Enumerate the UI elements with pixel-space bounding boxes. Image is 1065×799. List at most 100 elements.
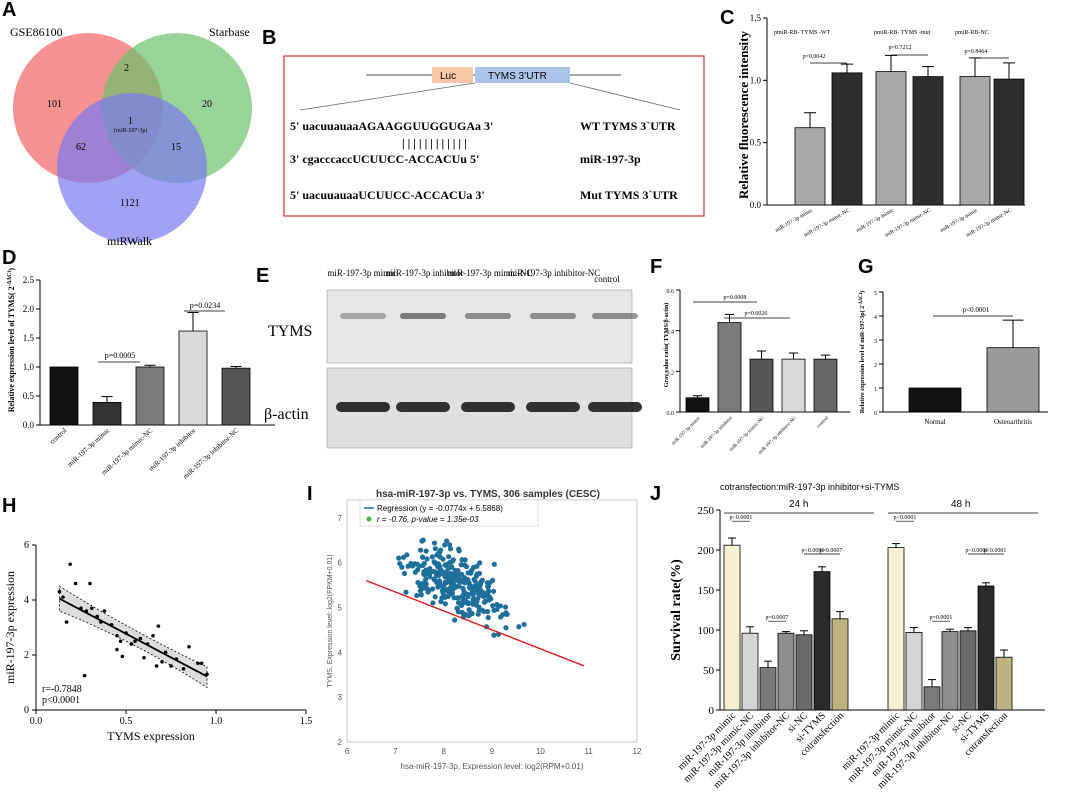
data-point — [438, 567, 444, 574]
bar — [795, 634, 813, 711]
pairing-bars: | | | | | | | | | | | | — [402, 136, 467, 150]
data-point — [84, 609, 89, 613]
panel-h-chart: 0.0 0.5 1.0 1.5 0 2 4 6 TYMS expression miR-197-3… — [3, 540, 312, 743]
data-point — [486, 597, 492, 603]
y-tick-label: 2.5 — [23, 275, 35, 285]
legend-r-swatch — [366, 516, 372, 522]
x-tick-label: 6 — [345, 747, 350, 756]
data-point — [432, 594, 438, 600]
venn-count-only-gse: 101 — [47, 99, 62, 110]
y-tick-label: 250 — [698, 505, 715, 517]
data-point — [199, 661, 204, 666]
data-point — [196, 661, 200, 666]
tyms-band — [465, 313, 511, 319]
lane-label-control: control — [594, 274, 620, 284]
panel-c-pval-nc: p=0.8464 — [965, 49, 988, 55]
data-point — [504, 611, 510, 618]
bar — [794, 127, 826, 206]
bar — [941, 631, 959, 711]
data-point — [414, 592, 420, 599]
blot-label-tyms: TYMS — [268, 323, 312, 340]
y-tick-label: 0.5 — [750, 138, 762, 148]
x-tick-label: 12 — [633, 747, 642, 756]
data-point — [449, 558, 456, 564]
data-point — [397, 561, 403, 567]
y-axis-label: Survival rate(%) — [669, 559, 684, 661]
y-tick-label: 1.0 — [23, 362, 35, 372]
data-point — [446, 586, 452, 592]
tyms-band — [340, 313, 386, 319]
panel-d-pval-1: p=0.0005 — [105, 351, 136, 360]
panel-g-ylabel: Relative expression level of miR-197-3p(… — [859, 291, 867, 414]
panel-c: C Relative fluorescence intensity pmiR-R… — [720, 7, 1025, 239]
y-tick-label: 150 — [698, 585, 715, 597]
data-point — [409, 563, 416, 569]
data-point — [133, 639, 137, 644]
data-point — [456, 548, 462, 554]
bar — [178, 330, 208, 426]
data-point — [434, 570, 440, 576]
data-point — [115, 647, 119, 652]
panel-g-letter: G — [858, 256, 874, 278]
panel-f-ylabel: Gray value ratio( TYMS/β-actin) — [663, 303, 670, 388]
data-point — [516, 624, 522, 630]
data-point — [442, 601, 448, 607]
data-point — [129, 642, 134, 646]
data-point — [124, 631, 128, 635]
venn-label-mirwalk: miRWalk — [107, 234, 152, 248]
bar — [959, 76, 991, 206]
data-point — [502, 604, 509, 610]
tyms-band — [592, 313, 638, 319]
y-tick-label: 0 — [874, 411, 877, 417]
data-point — [485, 615, 491, 621]
bar — [777, 632, 795, 711]
bar — [49, 366, 79, 426]
x-tick-label: miR-197-3p inhibitor — [700, 416, 734, 450]
data-point — [57, 589, 62, 594]
bar — [993, 78, 1025, 206]
data-point — [79, 606, 83, 611]
bar — [875, 71, 907, 206]
data-point — [490, 603, 496, 609]
data-point — [503, 625, 509, 631]
panel-j-time-24: 24 h — [789, 499, 808, 510]
actin-band — [336, 402, 390, 412]
wt-utr-label: WT TYMS 3`UTR — [580, 119, 676, 133]
data-point — [160, 660, 164, 664]
venn-count-only-starbase: 20 — [202, 99, 212, 110]
data-point — [456, 583, 462, 589]
panel-d-pval-2: p=0.0234 — [190, 301, 221, 310]
data-point — [474, 599, 480, 605]
data-point — [469, 610, 475, 617]
actin-band — [396, 402, 450, 412]
x-tick-label: 0.0 — [30, 716, 43, 727]
venn-count-gse-mirwalk: 62 — [76, 142, 86, 153]
mirna-label: miR-197-3p — [580, 152, 641, 166]
panel-h: H 0.0 0.5 1.0 1.5 0 2 4 6 TYMS expression miR-197… — [2, 495, 312, 743]
data-point — [417, 547, 424, 553]
data-point — [90, 606, 94, 611]
y-tick-label: 0 — [24, 705, 29, 716]
x-tick-label: 8 — [441, 747, 446, 756]
panel-g: G Relative expression level of miR-197-3… — [858, 256, 1048, 426]
y-tick-label: 0.6 — [667, 289, 675, 295]
x-tick-label: 1.0 — [210, 716, 223, 727]
luc-label: Luc — [440, 71, 456, 82]
data-point — [156, 624, 161, 628]
data-point — [151, 633, 155, 638]
luc-box — [432, 67, 473, 83]
data-point — [396, 555, 402, 561]
y-tick-label: 1 — [874, 387, 877, 393]
panel-e: E miR-197-3p mimic miR-197-3p inhibitor … — [256, 265, 642, 449]
y-tick-label: 1.5 — [23, 333, 35, 343]
data-point — [442, 542, 448, 548]
actin-band — [526, 402, 580, 412]
bar — [781, 358, 806, 413]
data-point — [426, 571, 432, 577]
y-tick-label: 2 — [874, 363, 877, 369]
data-point — [453, 569, 460, 575]
data-point — [438, 599, 444, 605]
